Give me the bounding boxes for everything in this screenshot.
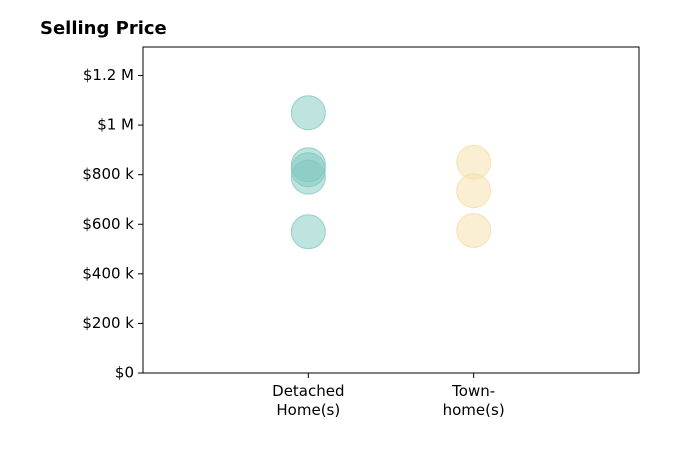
y-tick-label: $200 k [82,314,134,332]
plot-frame [142,46,640,374]
y-tick-label: $0 [115,364,134,382]
y-tick-label: $400 k [82,264,134,282]
point [290,95,326,131]
y-tick-label: $1.2 M [83,66,134,84]
point [290,159,326,195]
point [290,214,326,250]
y-tick-label: $1 M [97,116,134,134]
x-tick-label: Town-home(s) [442,382,505,419]
y-tick-label: $600 k [82,215,134,233]
y-tick-label: $800 k [82,165,134,183]
point [456,212,492,248]
x-tick-label: Detached Home(s) [272,382,345,419]
point [456,173,492,209]
chart-title: Selling Price [40,18,167,39]
